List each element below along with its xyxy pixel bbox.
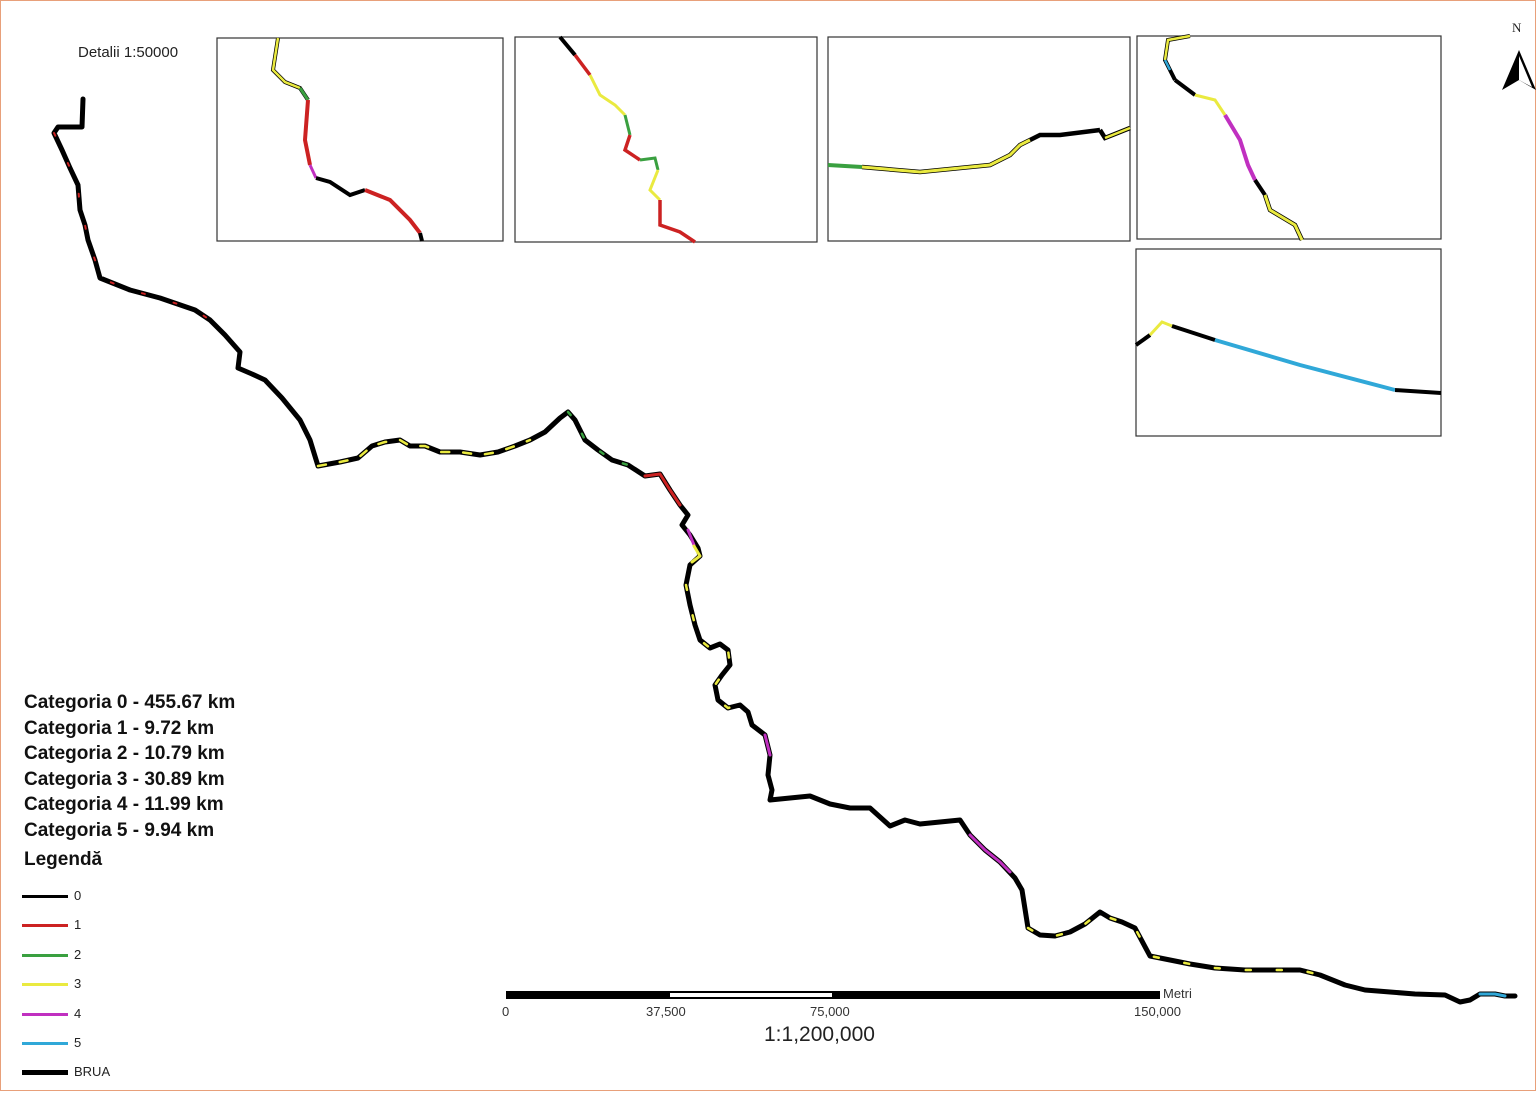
legend-swatch-brua xyxy=(22,1070,68,1076)
legend-label-2: 2 xyxy=(74,946,82,962)
legend-item-brua: BRUA xyxy=(22,1061,110,1090)
legend-item-4: 4 xyxy=(22,1003,110,1032)
scale-tick-150000: 150,000 xyxy=(1134,1004,1181,1019)
legend: 0 1 2 3 4 5 BRUA xyxy=(22,885,110,1091)
detail-inset-2 xyxy=(514,35,818,244)
pipeline-route xyxy=(51,96,1518,1005)
stat-category-1: Categoria 1 - 9.72 km xyxy=(24,717,215,739)
legend-item-3: 3 xyxy=(22,973,110,1002)
legend-swatch-5 xyxy=(22,1041,68,1045)
stat-category-4: Categoria 4 - 11.99 km xyxy=(24,794,224,815)
legend-label-4: 4 xyxy=(74,1005,82,1021)
stat-category-2: Categoria 2 - 10.79 km xyxy=(24,743,225,764)
north-label: N xyxy=(1512,20,1522,35)
detail-inset-3 xyxy=(827,36,1131,242)
legend-item-5: 5 xyxy=(22,1032,110,1061)
legend-label-3: 3 xyxy=(74,976,82,992)
scale-unit: Metri xyxy=(1163,986,1192,1001)
legend-swatch-2 xyxy=(22,953,68,957)
stat-category-3: Categoria 3 - 30.89 km xyxy=(24,768,225,790)
legend-swatch-4 xyxy=(22,1012,68,1016)
stat-category-5: Categoria 5 - 9.94 km xyxy=(24,819,215,841)
legend-label-brua: BRUA xyxy=(74,1064,111,1080)
legend-label-1: 1 xyxy=(74,917,82,933)
category-stats: Categoria 0 - 455.67 km Categoria 1 - 9.… xyxy=(24,690,235,843)
north-arrow-icon xyxy=(1502,50,1536,90)
scale-tick-0: 0 xyxy=(502,1004,510,1019)
details-scale-label: Detalii 1:50000 xyxy=(78,44,179,61)
legend-item-2: 2 xyxy=(22,944,110,973)
scale-ratio: 1:1,200,000 xyxy=(764,1023,875,1046)
detail-inset-5 xyxy=(1134,248,1442,437)
legend-swatch-0 xyxy=(22,895,68,898)
detail-inset-1 xyxy=(216,37,504,242)
legend-swatch-3 xyxy=(22,983,68,987)
legend-label-0: 0 xyxy=(74,888,82,903)
scale-tick-37500: 37,500 xyxy=(646,1004,686,1019)
detail-inset-4 xyxy=(1136,34,1442,241)
scale-bar xyxy=(506,991,1160,999)
legend-label-5: 5 xyxy=(74,1034,82,1050)
legend-item-1: 1 xyxy=(22,914,110,943)
legend-swatch-1 xyxy=(22,924,68,928)
scale-tick-75000: 75,000 xyxy=(810,1004,850,1019)
legend-title: Legendă xyxy=(24,849,103,870)
legend-item-0: 0 xyxy=(22,885,110,914)
stat-category-0: Categoria 0 - 455.67 km xyxy=(24,692,236,713)
